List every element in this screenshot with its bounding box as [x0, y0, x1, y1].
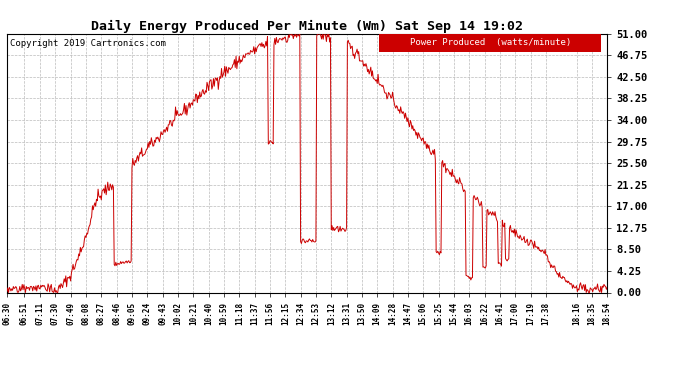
Text: Copyright 2019 Cartronics.com: Copyright 2019 Cartronics.com: [10, 39, 166, 48]
Title: Daily Energy Produced Per Minute (Wm) Sat Sep 14 19:02: Daily Energy Produced Per Minute (Wm) Sa…: [91, 20, 523, 33]
